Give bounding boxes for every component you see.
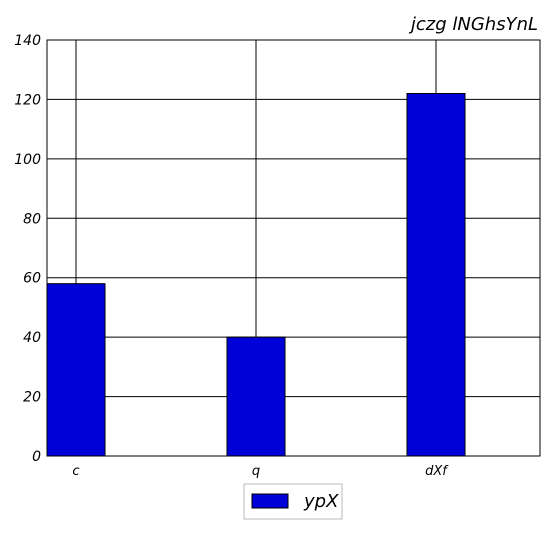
y-tick-label-60: 60 xyxy=(23,271,41,287)
bar-c xyxy=(46,283,106,457)
bar-q xyxy=(226,336,286,457)
y-tick-label-0: 0 xyxy=(32,449,41,465)
plot-area-frame xyxy=(46,39,541,457)
y-tick-label-140: 140 xyxy=(14,33,41,49)
y-tick-label-80: 80 xyxy=(23,211,41,227)
x-tick-label-dXf: dXf xyxy=(425,464,449,479)
legend-label-ypX: ypX xyxy=(303,491,339,512)
y-tick-label-100: 100 xyxy=(14,152,41,168)
y-tick-label-40: 40 xyxy=(23,330,41,346)
x-axis-ticks: c q dXf xyxy=(72,464,449,479)
x-tick-label-c: c xyxy=(72,464,79,479)
y-axis-ticks: 0 20 40 60 80 100 120 140 xyxy=(14,33,41,465)
x-tick-label-q: q xyxy=(252,464,260,479)
chart-title: jczg lNGhsYnL xyxy=(408,14,538,35)
legend: ypX xyxy=(243,483,343,520)
y-tick-label-120: 120 xyxy=(14,92,41,108)
y-tick-label-20: 20 xyxy=(23,390,41,406)
legend-swatch-ypX xyxy=(251,493,289,509)
bars xyxy=(46,92,466,457)
bar-dXf xyxy=(406,92,466,457)
